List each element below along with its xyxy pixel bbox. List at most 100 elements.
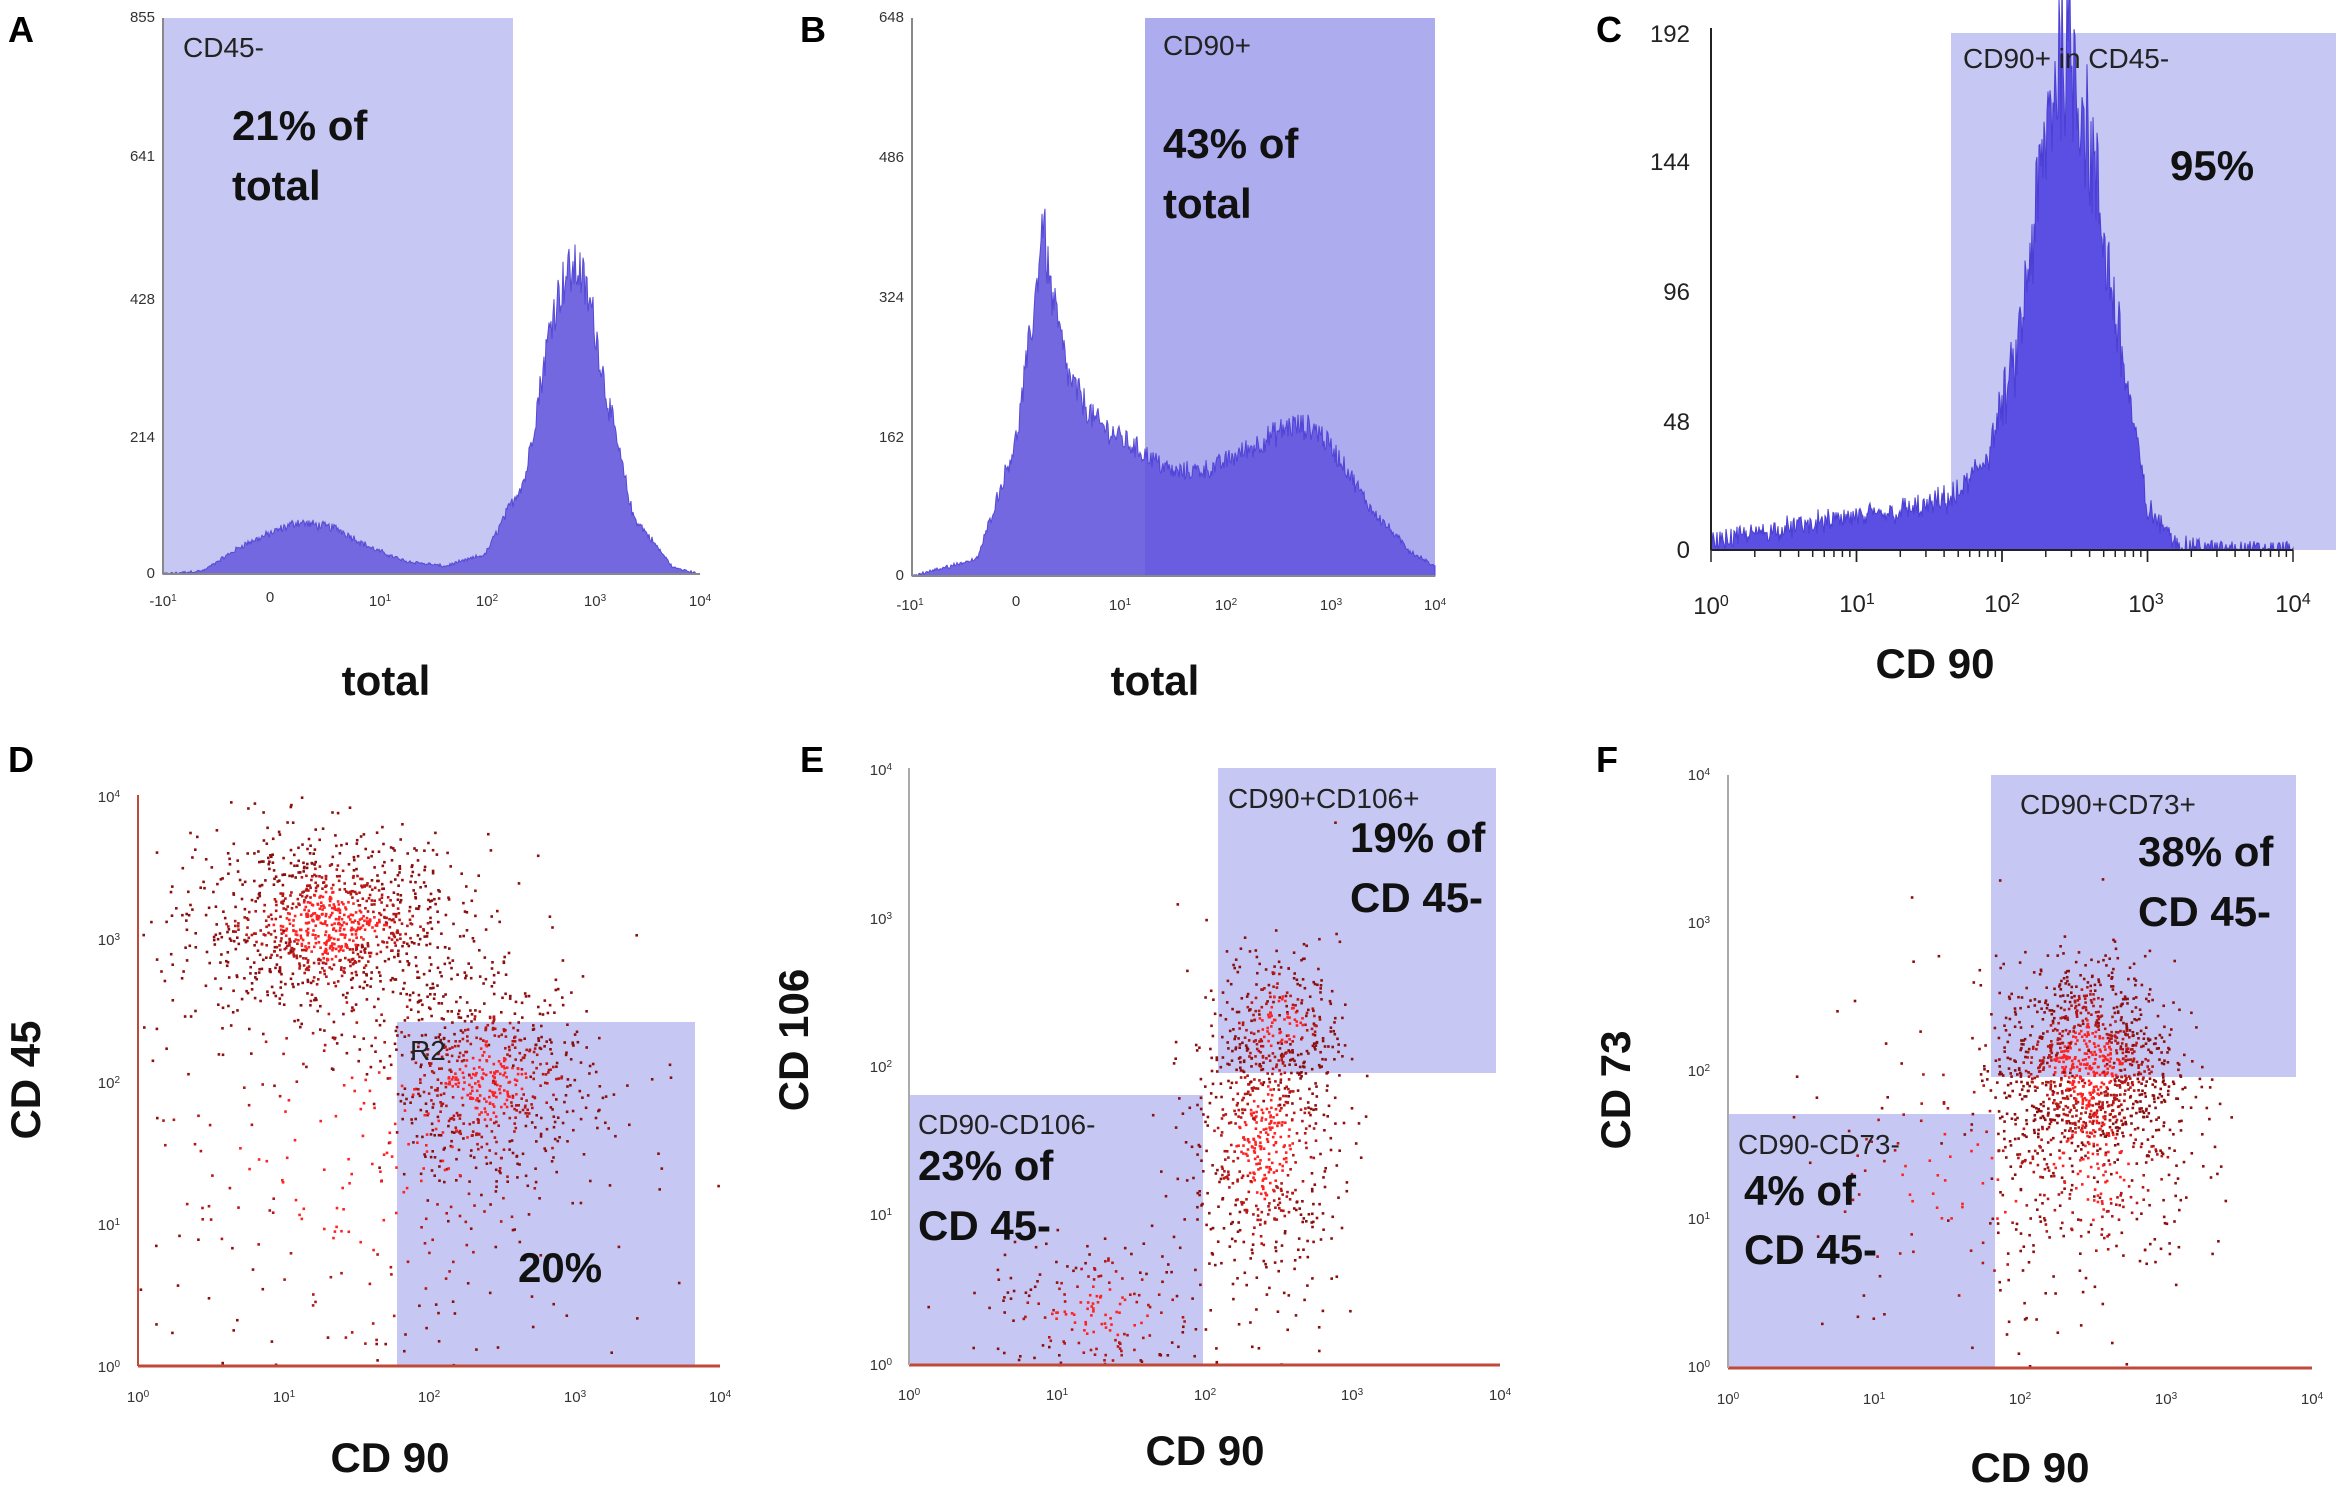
scatter-point [2093, 1134, 2096, 1138]
scatter-point [313, 945, 316, 949]
scatter-point [2087, 1049, 2090, 1052]
scatter-point [1237, 1221, 1240, 1224]
scatter-point [2147, 1039, 2151, 1042]
scatter-point [2078, 1048, 2081, 1052]
scatter-point [402, 941, 406, 944]
scatter-point [2147, 1000, 2151, 1003]
scatter-point [2139, 1029, 2143, 1033]
scatter-point [1289, 1168, 1292, 1171]
scatter-point [2071, 1170, 2075, 1173]
scatter-point [1208, 1101, 1212, 1105]
scatter-point [419, 1081, 422, 1084]
scatter-point [2107, 1132, 2110, 1135]
scatter-point [2113, 1098, 2117, 1101]
scatter-point [500, 1033, 503, 1037]
scatter-point [390, 918, 394, 922]
scatter-point [1219, 1065, 1223, 1069]
scatter-point [1309, 1107, 1313, 1111]
scatter-point [1231, 1182, 1235, 1185]
scatter-point [465, 1001, 469, 1004]
scatter-point [430, 986, 434, 990]
scatter-point [472, 1067, 476, 1070]
scatter-point [525, 1076, 528, 1079]
scatter-point [307, 909, 311, 912]
scatter-point [550, 1041, 553, 1044]
scatter-point [2107, 1209, 2110, 1213]
scatter-point [2151, 1065, 2154, 1068]
scatter-point [1243, 1208, 1247, 1212]
scatter-point [2060, 1077, 2063, 1080]
scatter-point [2132, 1057, 2136, 1061]
scatter-point [1271, 1067, 1275, 1071]
scatter-point [469, 1097, 472, 1100]
scatter-point [2051, 1093, 2055, 1096]
scatter-point [2120, 1016, 2123, 1019]
scatter-point [246, 852, 249, 855]
scatter-point [2130, 1063, 2134, 1067]
scatter-point [2136, 1073, 2140, 1076]
scatter-point [1273, 995, 1276, 998]
scatter-point [402, 1172, 406, 1176]
scatter-point [1172, 1235, 1176, 1239]
scatter-point [2146, 1065, 2149, 1068]
scatter-point [2097, 1028, 2101, 1031]
x-tick-a-0: 0 [266, 589, 274, 606]
scatter-point [348, 1182, 351, 1185]
scatter-point [2074, 1036, 2078, 1039]
scatter-point [2092, 1115, 2096, 1118]
scatter-point [291, 902, 295, 906]
scatter-point [677, 1281, 681, 1285]
scatter-point [205, 950, 209, 954]
scatter-point [1246, 1074, 1249, 1077]
scatter-point [1269, 1115, 1272, 1119]
scatter-point [310, 862, 314, 865]
scatter-point [417, 1041, 420, 1045]
scatter-point [1096, 1301, 1100, 1304]
scatter-point [204, 858, 208, 861]
scatter-point [2127, 1050, 2130, 1054]
scatter-point [1312, 1220, 1315, 1224]
scatter-point [2075, 1010, 2078, 1014]
scatter-point [2045, 1163, 2049, 1166]
scatter-point [1064, 1313, 1068, 1316]
scatter-point [335, 844, 338, 848]
scatter-point [439, 1101, 442, 1104]
scatter-point [1338, 940, 1342, 944]
scatter-point [364, 1342, 367, 1345]
scatter-point [2142, 1128, 2145, 1131]
scatter-point [1043, 1316, 1047, 1319]
scatter-point [512, 1026, 515, 1030]
scatter-point [514, 1000, 518, 1004]
scatter-point [1225, 1175, 1229, 1178]
scatter-point [1337, 1196, 1340, 1199]
scatter-point [2010, 992, 2013, 996]
scatter-point [385, 1151, 389, 1155]
scatter-point [2096, 1200, 2100, 1204]
scatter-point [1280, 1058, 1283, 1062]
scatter-point [2056, 1029, 2059, 1032]
scatter-point [360, 884, 363, 888]
x-tick-f-10-1: 101 [1863, 1391, 1886, 1409]
scatter-point [2121, 997, 2125, 1001]
scatter-point [1267, 983, 1271, 987]
scatter-point [1245, 1049, 1249, 1052]
scatter-point [298, 962, 301, 965]
scatter-point [1013, 1240, 1017, 1244]
scatter-point [236, 924, 240, 928]
scatter-point [2120, 1075, 2124, 1079]
scatter-point [2101, 1121, 2104, 1125]
scatter-point [338, 923, 342, 926]
scatter-point [546, 1082, 549, 1085]
scatter-point [2109, 1057, 2113, 1060]
scatter-point [440, 932, 443, 935]
scatter-point [1220, 1261, 1223, 1265]
scatter-point [511, 1228, 515, 1232]
scatter-point [2104, 954, 2107, 957]
scatter-point [1229, 1212, 1232, 1216]
scatter-point [1315, 1095, 1319, 1098]
scatter-point [2139, 1100, 2142, 1103]
scatter-point [312, 961, 316, 965]
y-tick-e-10-0: 100 [870, 1357, 893, 1375]
scatter-point [2130, 1114, 2133, 1118]
scatter-point [2033, 1131, 2036, 1135]
